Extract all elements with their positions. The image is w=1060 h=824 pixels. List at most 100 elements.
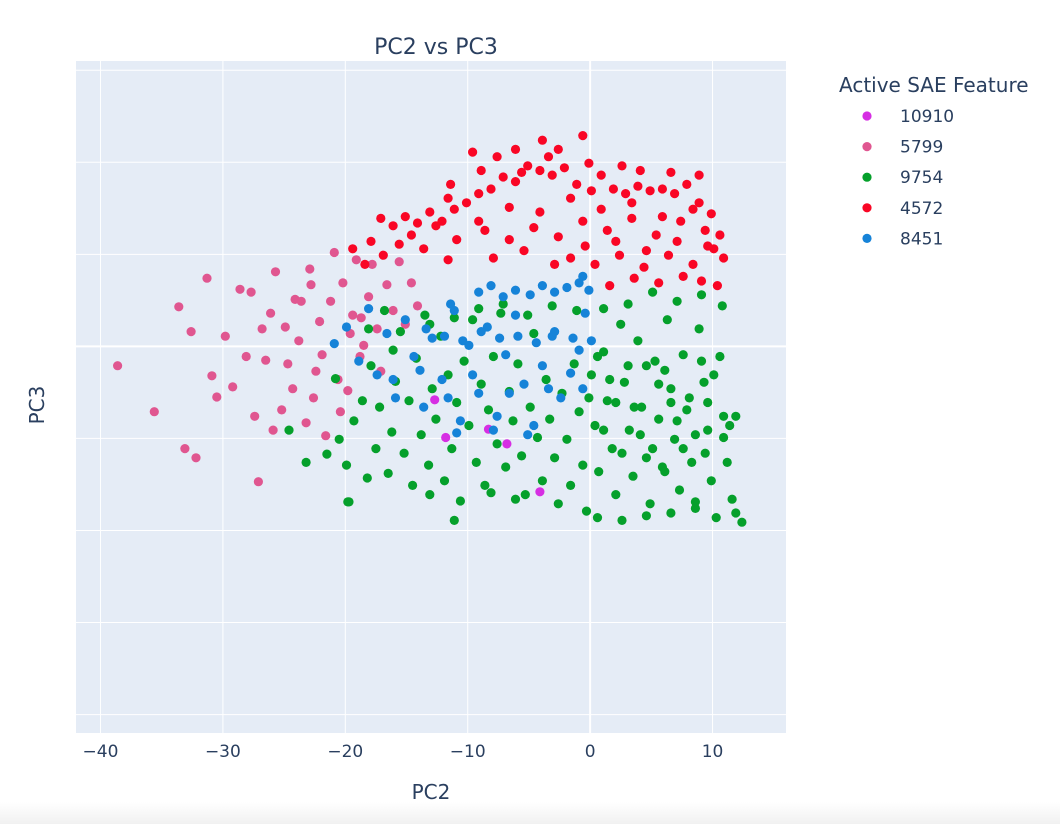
point-5799 — [356, 313, 366, 323]
point-4572 — [651, 230, 661, 240]
legend-label-10910[interactable]: 10910 — [900, 107, 954, 127]
point-8451 — [580, 308, 590, 318]
legend-label-9754[interactable]: 9754 — [900, 168, 943, 188]
point-9754 — [590, 420, 600, 431]
point-4572 — [523, 161, 533, 171]
point-9754 — [416, 430, 426, 440]
legend-label-5799[interactable]: 5799 — [900, 138, 943, 158]
point-4572 — [602, 225, 612, 235]
point-9754 — [523, 310, 533, 320]
point-5799 — [305, 264, 315, 274]
point-9754 — [431, 414, 441, 424]
x-tick-label: 0 — [585, 742, 596, 762]
point-9754 — [617, 448, 627, 458]
point-9754 — [459, 356, 469, 366]
point-4572 — [517, 167, 527, 177]
point-8451 — [486, 281, 496, 291]
point-9754 — [650, 356, 660, 366]
point-9754 — [553, 499, 563, 509]
point-9754 — [537, 476, 548, 486]
point-9754 — [694, 324, 704, 334]
point-8451 — [427, 333, 437, 343]
point-4572 — [486, 184, 496, 194]
point-9754 — [672, 296, 682, 306]
point-9754 — [700, 448, 710, 458]
point-5799 — [311, 366, 321, 376]
point-9754 — [635, 430, 645, 440]
point-9754 — [486, 488, 496, 498]
point-8451 — [437, 374, 447, 385]
point-4572 — [553, 232, 563, 242]
y-axis-title: PC3 — [25, 386, 49, 425]
point-9754 — [550, 453, 560, 463]
point-9754 — [731, 411, 741, 421]
point-5799 — [308, 393, 319, 403]
point-4572 — [657, 212, 668, 222]
point-4572 — [504, 202, 514, 212]
point-9754 — [424, 460, 434, 470]
point-8451 — [409, 351, 419, 362]
point-4572 — [431, 221, 441, 231]
point-8451 — [537, 361, 548, 371]
point-8451 — [364, 304, 374, 314]
point-8451 — [523, 430, 533, 440]
point-4572 — [586, 186, 597, 196]
point-9754 — [682, 405, 692, 415]
point-9754 — [566, 480, 576, 490]
point-4572 — [666, 167, 676, 177]
point-5799 — [359, 340, 369, 350]
point-9754 — [439, 476, 450, 486]
point-5799 — [372, 324, 382, 334]
point-9754 — [452, 397, 462, 408]
point-9754 — [703, 425, 713, 435]
point-5799 — [296, 296, 306, 306]
point-4572 — [553, 144, 563, 154]
point-4572 — [474, 189, 484, 199]
point-9754 — [660, 467, 670, 477]
point-5799 — [257, 324, 267, 334]
x-tick-label: −20 — [327, 742, 363, 762]
point-4572 — [627, 198, 637, 208]
point-4572 — [394, 239, 404, 249]
point-9754 — [605, 374, 615, 385]
point-8451 — [578, 384, 588, 394]
point-9754 — [480, 480, 490, 490]
point-5799 — [270, 267, 281, 277]
x-tick-label: −40 — [83, 742, 119, 762]
point-9754 — [545, 414, 555, 424]
point-9754 — [666, 508, 676, 518]
point-9754 — [468, 315, 478, 325]
point-4572 — [537, 135, 548, 145]
point-9754 — [420, 310, 430, 320]
point-9754 — [711, 513, 721, 523]
point-9754 — [690, 503, 701, 513]
point-8451 — [568, 333, 578, 343]
point-4572 — [706, 209, 716, 219]
point-4572 — [388, 221, 398, 231]
point-4572 — [694, 170, 704, 180]
point-4572 — [621, 189, 631, 199]
point-5799 — [412, 301, 423, 311]
point-9754 — [379, 305, 390, 316]
point-8451 — [574, 278, 584, 288]
point-9754 — [449, 313, 459, 323]
point-8451 — [421, 324, 431, 334]
point-9754 — [599, 425, 609, 435]
point-9754 — [678, 350, 688, 360]
point-9754 — [641, 453, 652, 463]
point-5799 — [228, 382, 238, 392]
point-9754 — [581, 506, 592, 516]
point-8451 — [354, 356, 364, 366]
point-8451 — [474, 388, 484, 398]
point-8451 — [501, 350, 511, 360]
legend-label-8451[interactable]: 8451 — [900, 229, 943, 249]
point-5799 — [113, 361, 123, 371]
point-9754 — [719, 411, 729, 421]
point-8451 — [488, 425, 498, 435]
point-9754 — [532, 432, 543, 443]
legend-label-4572[interactable]: 4572 — [900, 199, 943, 219]
point-9754 — [399, 448, 409, 458]
point-4572 — [498, 172, 508, 182]
point-9754 — [592, 351, 603, 362]
